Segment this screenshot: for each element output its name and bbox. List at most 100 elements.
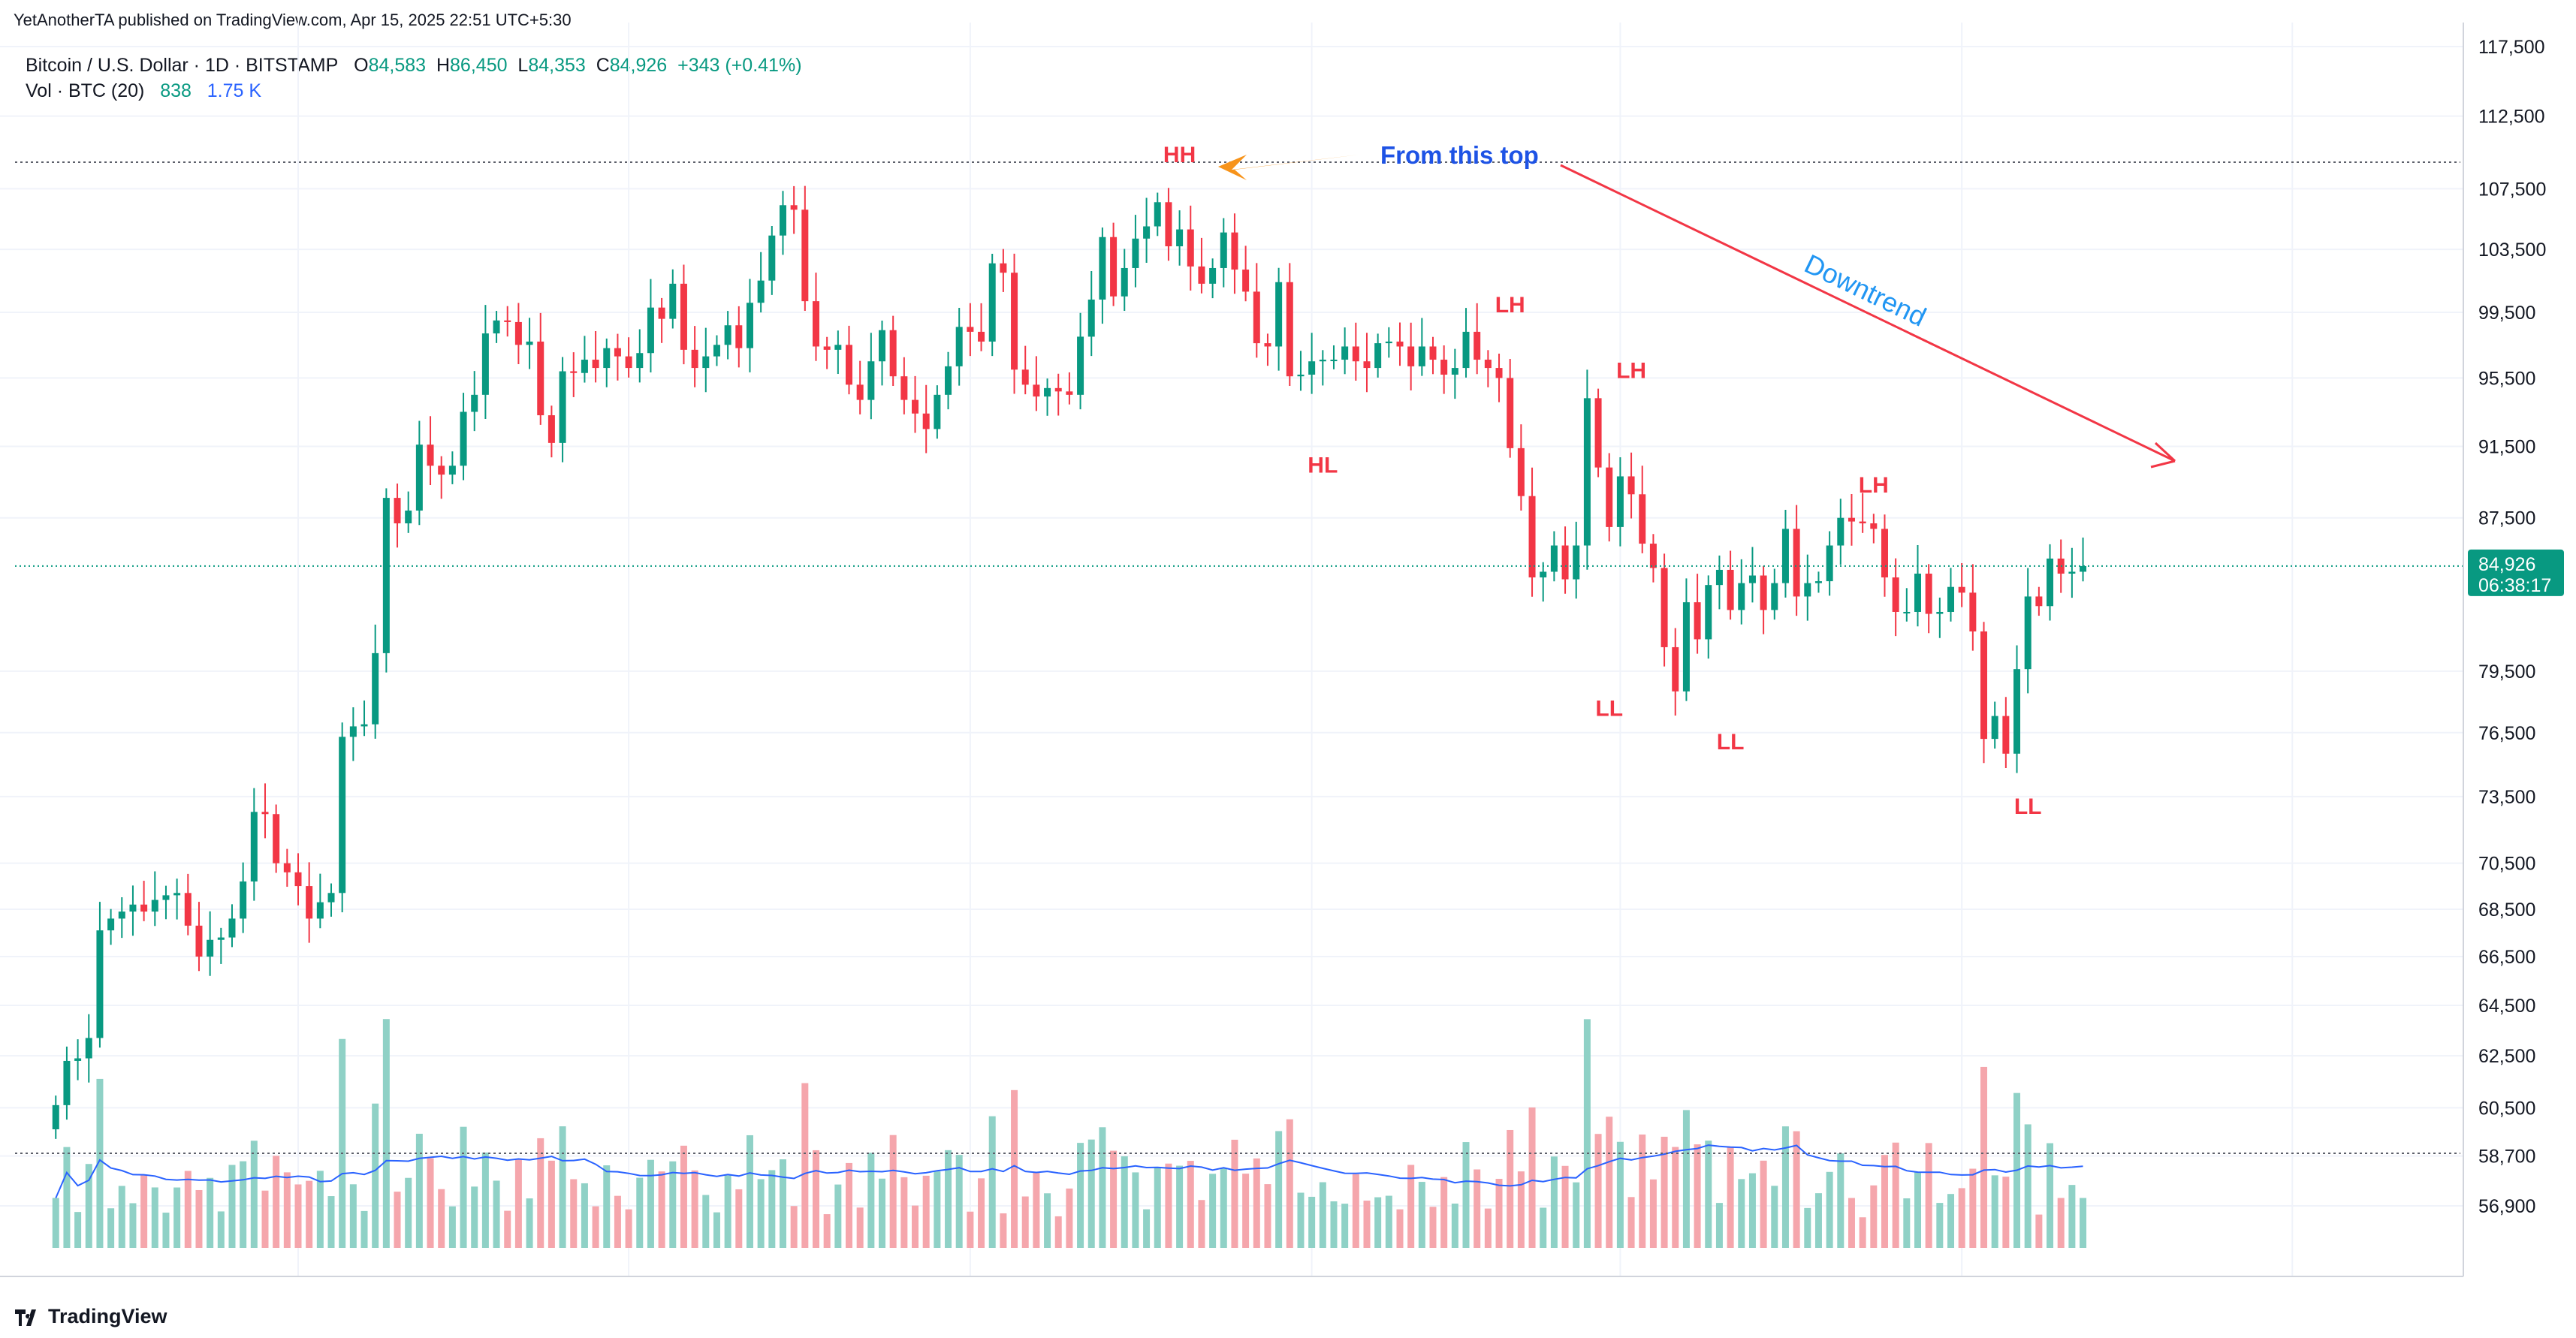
volume-bar	[1121, 1156, 1128, 1248]
volume-bar	[978, 1178, 985, 1248]
volume-bar	[1407, 1165, 1415, 1248]
volume-bar	[900, 1177, 908, 1248]
candle-body	[867, 361, 875, 400]
volume-bar	[394, 1192, 401, 1248]
volume-bar	[1649, 1179, 1657, 1248]
candle-body	[1804, 583, 1811, 597]
legend: Bitcoin / U.S. Dollar · 1D · BITSTAMP O8…	[26, 53, 802, 104]
candle-body	[1484, 360, 1492, 369]
legend-open-value: 84,583	[368, 55, 427, 76]
volume-bar	[2024, 1124, 2032, 1248]
volume-bar	[636, 1177, 644, 1248]
candle-body	[151, 900, 158, 912]
volume-bar	[746, 1135, 753, 1248]
time-tick-label: Nov	[281, 1288, 315, 1291]
volume-bar	[1781, 1126, 1789, 1248]
volume-bar	[207, 1177, 214, 1248]
volume-bar	[768, 1170, 776, 1248]
volume-bar	[1484, 1208, 1492, 1248]
candle-body	[283, 863, 291, 872]
volume-bar	[1044, 1193, 1051, 1248]
volume-bar	[1616, 1141, 1624, 1248]
candle-body	[448, 466, 456, 475]
volume-bar	[327, 1196, 335, 1248]
candle-body	[1352, 346, 1359, 362]
candle-body	[1242, 270, 1250, 292]
candle-body	[1495, 368, 1503, 378]
time-tick-label: Dec	[611, 1288, 646, 1291]
candle-body	[636, 353, 644, 369]
candle-body	[658, 307, 665, 319]
volume-bar	[1319, 1182, 1326, 1248]
candle-body	[746, 303, 753, 348]
legend-change: +343 (+0.41%)	[677, 55, 802, 76]
price-tick-label: 103,500	[2478, 240, 2546, 261]
candle-body	[184, 893, 192, 926]
volume-bar	[955, 1155, 963, 1248]
candle-body	[1969, 592, 1977, 631]
volume-bar	[2057, 1198, 2065, 1248]
volume-bar	[988, 1116, 996, 1248]
candle-body	[195, 925, 203, 957]
candle-body	[846, 345, 852, 385]
volume-bar	[1661, 1136, 1668, 1248]
price-tick-label: 95,500	[2478, 368, 2535, 389]
volume-bar	[173, 1187, 181, 1248]
candle-body	[162, 895, 170, 900]
volume-bar	[1143, 1209, 1151, 1248]
candle-body	[1550, 545, 1558, 572]
candle-body	[978, 331, 985, 342]
candle-body	[988, 263, 996, 342]
swing-label: LL	[2014, 794, 2042, 819]
candle-body	[493, 320, 500, 334]
volume-bar	[316, 1171, 324, 1248]
candle-body	[1914, 573, 1921, 612]
candle-body	[1429, 346, 1437, 360]
volume-bar	[1793, 1131, 1800, 1248]
volume-bar	[967, 1211, 974, 1248]
volume-bar	[107, 1208, 115, 1248]
candle-body	[173, 893, 181, 896]
footer-brand[interactable]: TradingView	[15, 1305, 167, 1328]
volume-bar	[405, 1177, 412, 1248]
candle-body	[394, 498, 401, 524]
candle-body	[1121, 267, 1128, 297]
volume-bar	[1087, 1139, 1095, 1248]
legend-close-value: 84,926	[609, 55, 668, 76]
volume-bar	[1220, 1168, 1227, 1248]
candle-body	[1748, 575, 1756, 583]
volume-bar	[1969, 1168, 1977, 1248]
volume-bar	[1198, 1200, 1205, 1248]
candle-body	[2080, 565, 2087, 572]
swing-label: LL	[1717, 730, 1745, 755]
candle-body	[955, 327, 963, 366]
volume-bar	[85, 1164, 92, 1248]
volume-bar	[581, 1183, 588, 1248]
candle-body	[1077, 336, 1084, 395]
volume-bar	[526, 1198, 533, 1248]
candle-body	[889, 330, 897, 377]
volume-bar	[570, 1179, 578, 1248]
price-tick-label: 73,500	[2478, 787, 2535, 808]
volume-bar	[1154, 1168, 1161, 1248]
volume-bar	[1639, 1135, 1646, 1248]
volume-bar	[1077, 1143, 1084, 1248]
candle-body	[735, 325, 743, 348]
last-price-tag-bg	[2468, 549, 2564, 596]
volume-bar	[1165, 1163, 1172, 1248]
candle-body	[801, 209, 809, 302]
legend-close-label: C	[596, 55, 610, 76]
volume-bar	[1495, 1179, 1503, 1248]
volume-bar	[846, 1162, 852, 1248]
price-tick-label: 87,500	[2478, 508, 2535, 529]
price-tick-label: 107,500	[2478, 179, 2546, 200]
candle-body	[1187, 229, 1194, 267]
candle-body	[537, 341, 544, 416]
candle-body	[1837, 517, 1845, 546]
volume-bar	[1451, 1203, 1458, 1248]
candle-body	[1848, 517, 1855, 522]
volume-bar	[514, 1159, 522, 1248]
candle-body	[339, 737, 346, 894]
volume-bar	[1903, 1198, 1911, 1248]
